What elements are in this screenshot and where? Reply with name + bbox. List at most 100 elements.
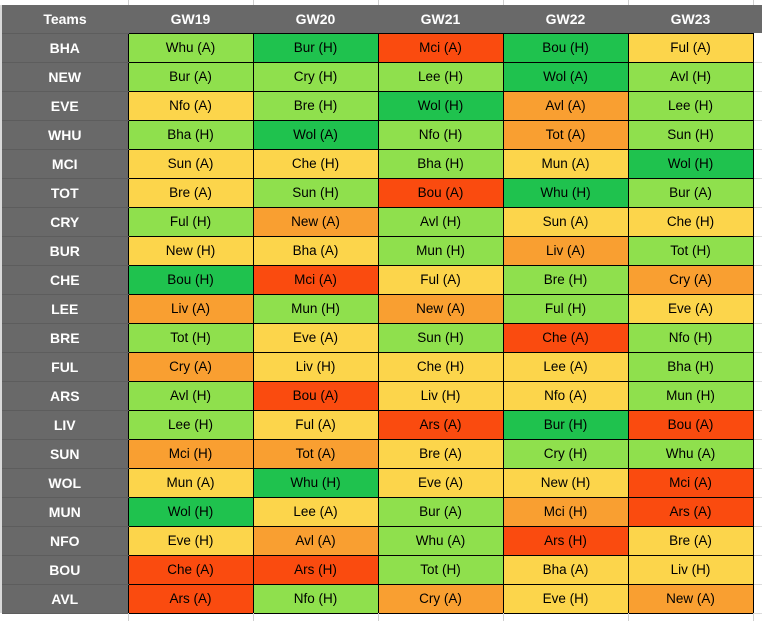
fixture-cell[interactable]: Ful (A) [377, 264, 504, 295]
fixture-cell[interactable]: Whu (A) [627, 438, 754, 469]
fixture-cell[interactable]: Cry (H) [252, 61, 379, 92]
fixture-cell[interactable]: Wol (H) [627, 148, 754, 179]
header-cell-teams[interactable]: Teams [2, 5, 128, 33]
fixture-cell[interactable]: Eve (A) [252, 322, 379, 353]
fixture-cell[interactable]: Cry (A) [627, 264, 754, 295]
fixture-cell[interactable]: Ars (H) [252, 554, 379, 585]
fixture-cell[interactable]: Bre (H) [252, 90, 379, 121]
fixture-cell[interactable]: Tot (H) [627, 235, 754, 266]
fixture-cell[interactable]: Eve (A) [377, 467, 504, 498]
fixture-cell[interactable]: Bha (A) [252, 235, 379, 266]
team-cell-ful[interactable]: FUL [2, 351, 128, 382]
fixture-cell[interactable]: Lee (H) [627, 90, 754, 121]
fixture-cell[interactable]: Bha (H) [377, 148, 504, 179]
fixture-cell[interactable]: Bre (A) [377, 438, 504, 469]
fixture-cell[interactable]: Tot (H) [377, 554, 504, 585]
fixture-cell[interactable]: Sun (H) [252, 177, 379, 208]
fixture-cell[interactable]: Tot (A) [502, 119, 629, 150]
fixture-cell[interactable]: Eve (A) [627, 293, 754, 324]
fixture-cell[interactable]: Bre (A) [127, 177, 254, 208]
team-cell-mun[interactable]: MUN [2, 496, 128, 527]
fixture-cell[interactable]: Bha (H) [627, 351, 754, 382]
fixture-cell[interactable]: Cry (A) [377, 583, 504, 614]
team-cell-bur[interactable]: BUR [2, 235, 128, 266]
team-cell-bre[interactable]: BRE [2, 322, 128, 353]
fixture-cell[interactable]: Nfo (A) [502, 380, 629, 411]
fixture-cell[interactable]: Bur (A) [377, 496, 504, 527]
fixture-cell[interactable]: Ful (H) [127, 206, 254, 237]
fixture-cell[interactable]: Mci (A) [627, 467, 754, 498]
fixture-cell[interactable]: Nfo (H) [377, 119, 504, 150]
fixture-cell[interactable]: Bur (A) [127, 61, 254, 92]
fixture-cell[interactable]: Mci (A) [377, 32, 504, 63]
fixture-cell[interactable]: Avl (H) [377, 206, 504, 237]
fixture-cell[interactable]: Bre (H) [502, 264, 629, 295]
fixture-cell[interactable]: Mun (H) [377, 235, 504, 266]
fixture-cell[interactable]: Bou (H) [127, 264, 254, 295]
fixture-cell[interactable]: Nfo (H) [627, 322, 754, 353]
team-cell-sun[interactable]: SUN [2, 438, 128, 469]
fixture-cell[interactable]: Sun (H) [377, 322, 504, 353]
fixture-cell[interactable]: Mun (H) [252, 293, 379, 324]
fixture-cell[interactable]: Avl (H) [127, 380, 254, 411]
fixture-cell[interactable]: Wol (H) [377, 90, 504, 121]
fixture-cell[interactable]: Ars (H) [502, 525, 629, 556]
fixture-cell[interactable]: Lee (H) [127, 409, 254, 440]
header-cell-gw20[interactable]: GW20 [253, 5, 378, 33]
fixture-cell[interactable]: Bre (A) [627, 525, 754, 556]
team-cell-liv[interactable]: LIV [2, 409, 128, 440]
fixture-cell[interactable]: Whu (A) [377, 525, 504, 556]
fixture-cell[interactable]: Ars (A) [377, 409, 504, 440]
fixture-cell[interactable]: Liv (A) [502, 235, 629, 266]
fixture-cell[interactable]: Avl (A) [502, 90, 629, 121]
fixture-cell[interactable]: Ful (H) [502, 293, 629, 324]
fixture-cell[interactable]: Bou (A) [627, 409, 754, 440]
header-cell-gw22[interactable]: GW22 [503, 5, 628, 33]
fixture-cell[interactable]: Whu (A) [127, 32, 254, 63]
fixture-cell[interactable]: Tot (A) [252, 438, 379, 469]
fixture-cell[interactable]: Cry (H) [502, 438, 629, 469]
fixture-cell[interactable]: Ars (A) [627, 496, 754, 527]
team-cell-bha[interactable]: BHA [2, 32, 128, 63]
fixture-cell[interactable]: Liv (H) [627, 554, 754, 585]
fixture-cell[interactable]: Ars (A) [127, 583, 254, 614]
team-cell-ars[interactable]: ARS [2, 380, 128, 411]
team-cell-avl[interactable]: AVL [2, 583, 128, 614]
fixture-cell[interactable]: Bur (A) [627, 177, 754, 208]
fixture-cell[interactable]: Bou (A) [252, 380, 379, 411]
fixture-cell[interactable]: Che (A) [502, 322, 629, 353]
fixture-cell[interactable]: Cry (A) [127, 351, 254, 382]
fixture-cell[interactable]: Bur (H) [502, 409, 629, 440]
fixture-cell[interactable]: Mun (H) [627, 380, 754, 411]
fixture-cell[interactable]: Bha (H) [127, 119, 254, 150]
fixture-cell[interactable]: Ful (A) [627, 32, 754, 63]
team-cell-eve[interactable]: EVE [2, 90, 128, 121]
fixture-cell[interactable]: Sun (A) [127, 148, 254, 179]
fixture-cell[interactable]: Sun (A) [502, 206, 629, 237]
fixture-cell[interactable]: Sun (H) [627, 119, 754, 150]
team-cell-wol[interactable]: WOL [2, 467, 128, 498]
team-cell-mci[interactable]: MCI [2, 148, 128, 179]
fixture-cell[interactable]: Bou (A) [377, 177, 504, 208]
fixture-cell[interactable]: New (A) [252, 206, 379, 237]
header-cell-gw21[interactable]: GW21 [378, 5, 503, 33]
fixture-cell[interactable]: Bur (H) [252, 32, 379, 63]
fixture-cell[interactable]: New (H) [502, 467, 629, 498]
fixture-cell[interactable]: Liv (H) [377, 380, 504, 411]
fixture-cell[interactable]: Mun (A) [502, 148, 629, 179]
fixture-cell[interactable]: New (A) [377, 293, 504, 324]
team-cell-che[interactable]: CHE [2, 264, 128, 295]
fixture-cell[interactable]: Nfo (A) [127, 90, 254, 121]
fixture-cell[interactable]: New (A) [627, 583, 754, 614]
header-cell-gw23[interactable]: GW23 [628, 5, 753, 33]
fixture-cell[interactable]: Che (H) [252, 148, 379, 179]
fixture-cell[interactable]: Avl (H) [627, 61, 754, 92]
fixture-cell[interactable]: Wol (A) [502, 61, 629, 92]
fixture-cell[interactable]: Lee (H) [377, 61, 504, 92]
fixture-cell[interactable]: Wol (A) [252, 119, 379, 150]
fixture-cell[interactable]: New (H) [127, 235, 254, 266]
team-cell-lee[interactable]: LEE [2, 293, 128, 324]
fixture-cell[interactable]: Wol (H) [127, 496, 254, 527]
fixture-cell[interactable]: Avl (A) [252, 525, 379, 556]
fixture-cell[interactable]: Liv (A) [127, 293, 254, 324]
